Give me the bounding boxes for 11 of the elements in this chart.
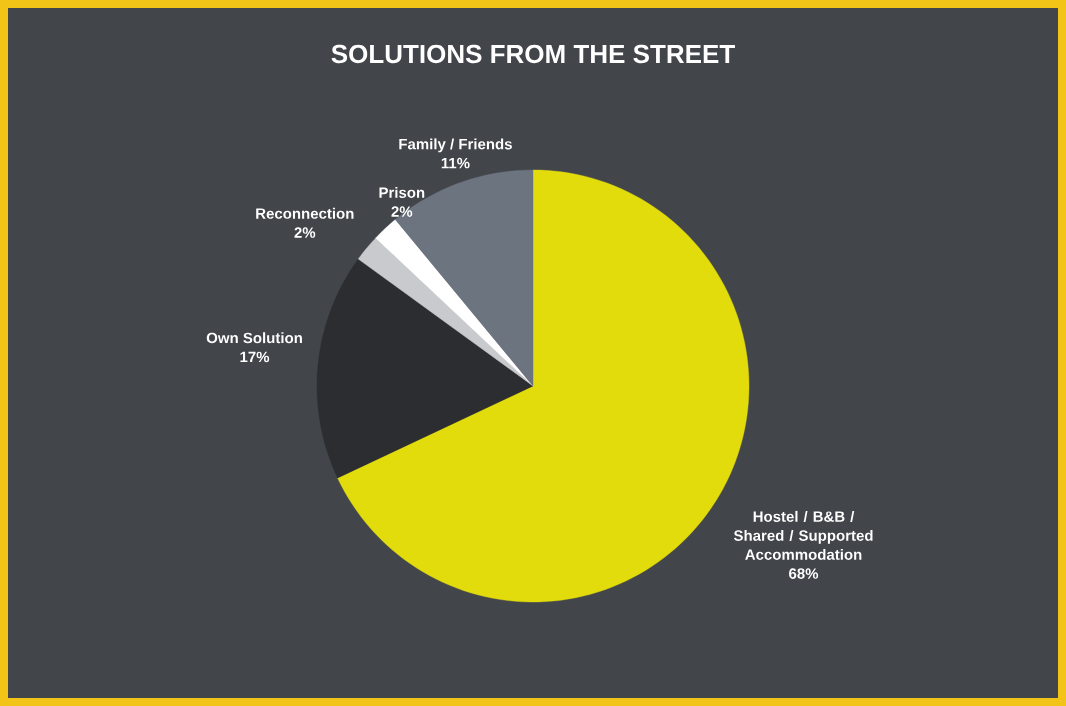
slice-label: Reconnection [256,207,354,219]
slice-label: Prison [379,186,425,198]
chart-title: SOLUTIONS FROM THE STREET [331,44,735,64]
slice-label: Own Solution [206,332,302,344]
data-label: 17% [240,351,270,363]
data-label: 68% [789,568,819,579]
data-label: 11% [441,157,470,169]
data-label: 2% [294,227,316,238]
slice-label: Hostel / B&B / Shared / Supported Accommodation [733,510,873,560]
slice-label: Family / Friends [399,138,512,153]
data-label: 2% [391,206,413,217]
